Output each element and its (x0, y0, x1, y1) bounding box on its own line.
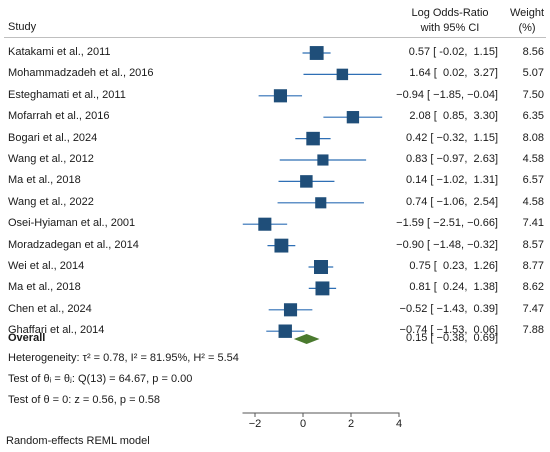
x-axis-tick-label: −2 (248, 418, 262, 430)
study-marker (258, 217, 272, 231)
study-weight: 8.57 (522, 238, 544, 251)
header-weight: Weight (509, 7, 545, 19)
study-weight: 7.47 (522, 302, 544, 315)
study-name: Chen et al., 2024 (8, 302, 92, 315)
study-effect-ci: −0.94 [ −1.85, −0.04] (396, 88, 498, 101)
study-weight: 8.62 (522, 281, 544, 294)
study-weight: 4.58 (522, 153, 544, 165)
study-effect-ci: 0.75 [ 0.23, 1.26] (409, 260, 498, 272)
study-marker (315, 197, 327, 209)
x-axis-tick-label: 4 (395, 418, 403, 430)
study-marker (278, 324, 292, 338)
study-effect-ci: 2.08 [ 0.85, 3.30] (409, 110, 498, 123)
overall-diamond (293, 334, 320, 344)
study-name: Wang et al., 2022 (8, 195, 94, 208)
study-name: Wang et al., 2012 (8, 153, 94, 165)
study-name: Wei et al., 2014 (8, 260, 85, 272)
study-weight: 8.08 (522, 131, 544, 144)
header-weight-unit: (%) (518, 22, 536, 34)
header-effect-ci: with 95% CI (420, 22, 480, 34)
model-footnote: Random-effects REML model (6, 435, 150, 447)
study-effect-ci: −0.74 [ −1.53, 0.06] (399, 324, 498, 337)
study-marker (336, 68, 349, 81)
overall-effect-ci: 0.15 [ −0.38, 0.69] (405, 332, 498, 344)
study-weight: 7.88 (522, 324, 544, 337)
study-effect-ci: 0.81 [ 0.24, 1.38] (409, 281, 498, 294)
effect-test: Test of θ = 0: z = 0.56, p = 0.58 (8, 394, 160, 406)
x-axis-tick-label: 2 (347, 418, 355, 430)
study-name: Mohammadzadeh et al., 2016 (8, 67, 154, 80)
study-effect-ci: 0.14 [ −1.02, 1.31] (405, 174, 498, 187)
study-name: Esteghamati et al., 2011 (8, 88, 126, 101)
study-weight: 6.35 (522, 110, 544, 123)
study-marker (306, 131, 320, 146)
study-weight: 4.58 (522, 195, 544, 208)
study-name: Ma et al., 2018 (8, 174, 81, 187)
study-effect-ci: −1.59 [ −2.51, −0.66] (396, 217, 498, 230)
study-weight: 5.07 (522, 67, 544, 80)
study-marker (346, 111, 360, 124)
study-marker (317, 154, 329, 166)
study-marker (309, 46, 324, 60)
study-effect-ci: −0.90 [ −1.48, −0.32] (396, 238, 498, 251)
study-marker (300, 175, 313, 188)
study-marker (314, 260, 328, 274)
overall-label: Overall (8, 332, 46, 344)
study-name: Mofarrah et al., 2016 (8, 110, 110, 123)
study-marker (274, 238, 289, 253)
study-weight: 8.77 (522, 260, 544, 272)
study-effect-ci: 1.64 [ 0.02, 3.27] (409, 67, 498, 80)
study-weight: 6.57 (522, 174, 544, 187)
study-effect-ci: −0.52 [ −1.43, 0.39] (399, 302, 498, 315)
header-study: Study (8, 21, 37, 33)
study-name: Katakami et al., 2011 (8, 46, 111, 58)
study-marker (273, 89, 288, 103)
study-name: Bogari et al., 2024 (8, 131, 98, 144)
study-name: Ma et al., 2018 (8, 281, 81, 294)
heterogeneity-stat: Heterogeneity: τ² = 0.78, I² = 81.95%, H… (8, 352, 239, 364)
study-name: Ghaffari et al., 2014 (8, 324, 105, 337)
header-effect: Log Odds-Ratio (411, 7, 489, 19)
x-axis-tick-label: 0 (299, 418, 307, 430)
study-weight: 8.56 (522, 46, 544, 58)
study-marker (283, 303, 298, 317)
study-weight: 7.50 (522, 88, 544, 101)
study-name: Osei-Hyiaman et al., 2001 (8, 217, 136, 230)
study-effect-ci: 0.57 [ -0.02, 1.15] (408, 46, 498, 58)
study-name: Moradzadegan et al., 2014 (8, 238, 139, 251)
study-effect-ci: 0.42 [ −0.32, 1.15] (405, 131, 498, 144)
study-weight: 7.41 (522, 217, 544, 230)
study-marker (315, 281, 330, 296)
study-effect-ci: 0.74 [ −1.06, 2.54] (405, 195, 498, 208)
homogeneity-test: Test of θᵢ = θⱼ: Q(13) = 64.67, p = 0.00 (8, 373, 193, 385)
study-effect-ci: 0.83 [ −0.97, 2.63] (405, 153, 498, 165)
